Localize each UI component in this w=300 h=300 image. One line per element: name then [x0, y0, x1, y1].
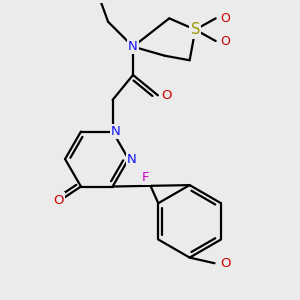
Text: S: S: [190, 22, 200, 37]
Text: N: N: [111, 125, 121, 138]
Text: O: O: [53, 194, 64, 207]
Text: O: O: [220, 34, 230, 47]
Text: O: O: [220, 12, 230, 25]
Text: O: O: [162, 89, 172, 102]
Text: O: O: [220, 257, 231, 270]
Text: F: F: [142, 171, 149, 184]
Text: N: N: [128, 40, 138, 53]
Text: N: N: [127, 153, 137, 166]
